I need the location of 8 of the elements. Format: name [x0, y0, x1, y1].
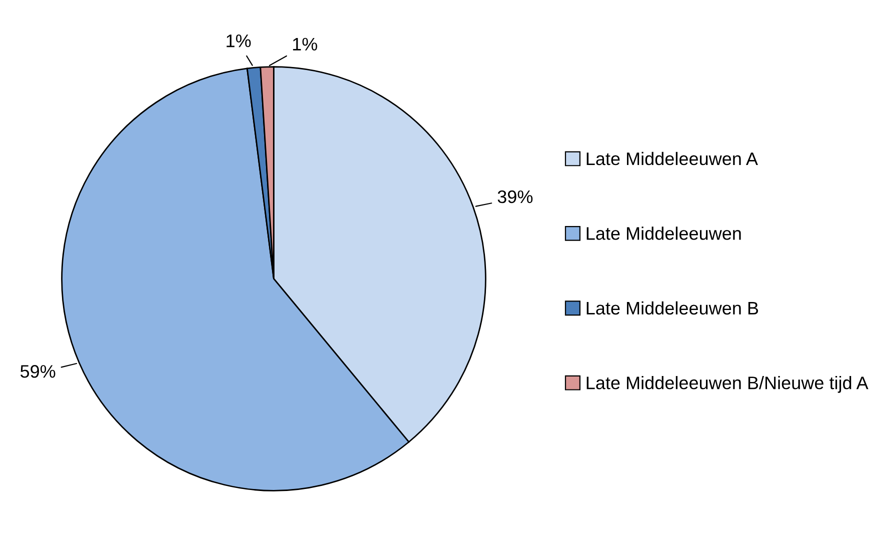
data-label: 39% [498, 190, 533, 204]
data-label: 1% [293, 38, 318, 50]
legend-label: Late Middeleeuwen B/Nieuwe tijd A [586, 376, 868, 393]
data-label: 59% [20, 365, 56, 378]
legend-label: Late Middeleeuwen [586, 226, 741, 240]
legend-label: Late Middeleeuwen B [586, 301, 758, 315]
legend-label: Late Middeleeuwen A [586, 152, 758, 166]
data-label: 1% [226, 34, 251, 48]
